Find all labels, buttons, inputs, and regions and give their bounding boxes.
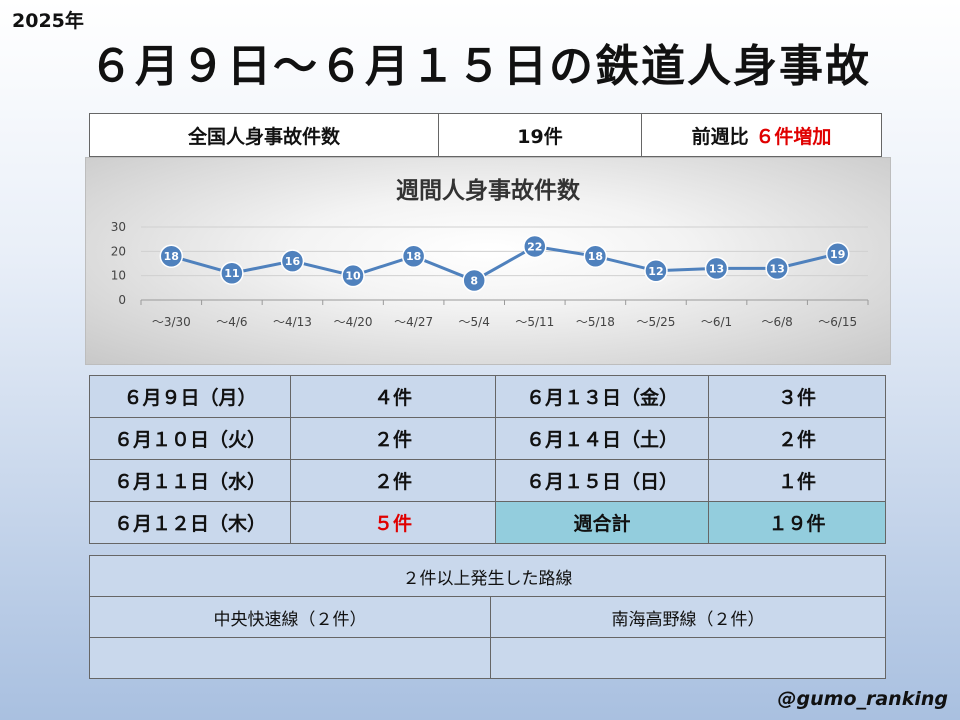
compare-prefix: 前週比 [691, 125, 749, 148]
x-tick-label: ～6/1 [701, 315, 732, 329]
day-label: ６月１０日（火） [89, 417, 291, 460]
data-label: 19 [830, 248, 845, 261]
chart-svg: 週間人身事故件数 30 20 10 0 ～3/30 ～4/6 ～4/13 ～4/20 ～4/2… [111, 177, 869, 329]
x-tick-label: ～5/18 [576, 315, 615, 329]
day-count: １９件 [708, 501, 886, 544]
data-point: 18 [159, 244, 184, 268]
data-point: 11 [220, 261, 244, 285]
day-label: ６月１２日（木） [89, 501, 291, 544]
x-tick-label: ～5/11 [515, 315, 554, 329]
routes-table: ２件以上発生した路線 中央快速線（２件） 南海高野線（２件） [89, 555, 886, 679]
x-axis-ticks: ～3/30 ～4/6 ～4/13 ～4/20 ～4/27 ～5/4 ～5/11 ～5/18 ～5… [152, 315, 857, 329]
data-point: 16 [280, 249, 305, 273]
data-label: 13 [709, 262, 724, 275]
page-title: ６月９日～６月１５日の鉄道人身事故 [89, 41, 871, 92]
day-row: ６月９日（月） ４件 ６月１３日（金） ３件 [89, 375, 886, 418]
summary-label: 全国人身事故件数 [89, 113, 439, 157]
route-item: 南海高野線（２件） [490, 596, 886, 638]
data-point-marker [220, 261, 244, 285]
data-point: 22 [523, 234, 547, 259]
data-label: 18 [164, 250, 179, 263]
data-label: 13 [769, 262, 784, 275]
y-tick-label: 30 [111, 220, 126, 234]
x-tick-label: ～5/25 [636, 315, 675, 329]
data-point: 18 [583, 244, 608, 268]
year-label: 2025年 [12, 10, 84, 32]
day-count: ４件 [290, 375, 496, 418]
x-tick-label: ～6/8 [761, 315, 792, 329]
x-tick-label: ～4/13 [273, 315, 312, 329]
day-label: 週合計 [495, 501, 709, 544]
day-label: ６月１３日（金） [495, 375, 709, 418]
weekly-chart: 週間人身事故件数 30 20 10 0 ～3/30 ～4/6 ～4/13 ～4/20 ～4/2… [85, 157, 891, 365]
data-point-marker [523, 234, 547, 259]
data-point-marker [644, 259, 668, 283]
x-tick-label: ～6/15 [818, 315, 857, 329]
data-point: 13 [765, 256, 789, 281]
summary-table: 全国人身事故件数 19件 前週比 ６件増加 [89, 113, 882, 157]
day-label: ６月９日（月） [89, 375, 291, 418]
data-label: 10 [345, 270, 361, 283]
day-count: ２件 [708, 417, 886, 460]
data-label: 18 [406, 250, 421, 263]
x-tick-label: ～5/4 [459, 315, 490, 329]
summary-count: 19件 [438, 113, 642, 157]
data-point-marker [341, 263, 365, 288]
data-point-marker [704, 256, 729, 281]
data-point-marker [583, 244, 608, 268]
day-label: ６月１４日（土） [495, 417, 709, 460]
data-label: 18 [588, 250, 603, 263]
data-label: 12 [648, 265, 663, 278]
data-label: 11 [224, 267, 239, 280]
data-points: 18 11 16 10 18 8 22 18 12 13 13 19 [159, 234, 850, 293]
day-label: ６月１１日（水） [89, 459, 291, 502]
data-point: 12 [644, 259, 668, 283]
chart-grid [140, 226, 869, 305]
data-point-marker [825, 242, 850, 266]
data-point: 10 [341, 263, 365, 288]
day-count: ５件 [290, 501, 496, 544]
day-count: ２件 [290, 459, 496, 502]
y-tick-label: 0 [118, 293, 126, 307]
data-point-marker [765, 256, 789, 281]
data-label: 16 [285, 255, 301, 268]
day-row: ６月１２日（木） ５件 週合計 １９件 [89, 501, 886, 544]
data-label: 22 [527, 240, 542, 253]
data-point-marker [462, 268, 486, 293]
data-point: 13 [704, 256, 729, 281]
x-tick-label: ～4/20 [334, 315, 373, 329]
y-tick-label: 20 [111, 244, 126, 258]
day-row: ６月１０日（火） ２件 ６月１４日（土） ２件 [89, 417, 886, 460]
data-point-marker [401, 244, 426, 268]
chart-title: 週間人身事故件数 [396, 177, 581, 204]
route-empty [490, 637, 886, 679]
day-count: ３件 [708, 375, 886, 418]
data-label: 8 [470, 275, 478, 288]
x-tick-label: ～3/30 [152, 315, 191, 329]
day-label: ６月１５日（日） [495, 459, 709, 502]
data-point-marker [280, 249, 305, 273]
route-empty [89, 637, 491, 679]
day-count: ２件 [290, 417, 496, 460]
data-point: 18 [401, 244, 426, 268]
x-tick-label: ～4/27 [394, 315, 433, 329]
author-handle: @gumo_ranking [777, 688, 948, 710]
x-tick-label: ～4/6 [216, 315, 247, 329]
data-point-marker [159, 244, 184, 268]
daily-table: ６月９日（月） ４件 ６月１３日（金） ３件 ６月１０日（火） ２件 ６月１４日（土） ２件 ６… [89, 375, 886, 544]
day-row: ６月１１日（水） ２件 ６月１５日（日） １件 [89, 459, 886, 502]
routes-header: ２件以上発生した路線 [89, 555, 886, 597]
day-count: １件 [708, 459, 886, 502]
y-tick-label: 10 [111, 269, 126, 283]
route-item: 中央快速線（２件） [89, 596, 491, 638]
data-point: 8 [462, 268, 486, 293]
compare-value: ６件増加 [755, 125, 832, 148]
data-point: 19 [825, 242, 850, 266]
y-axis-ticks: 30 20 10 0 [111, 220, 126, 307]
summary-compare: 前週比 ６件増加 [641, 113, 882, 157]
